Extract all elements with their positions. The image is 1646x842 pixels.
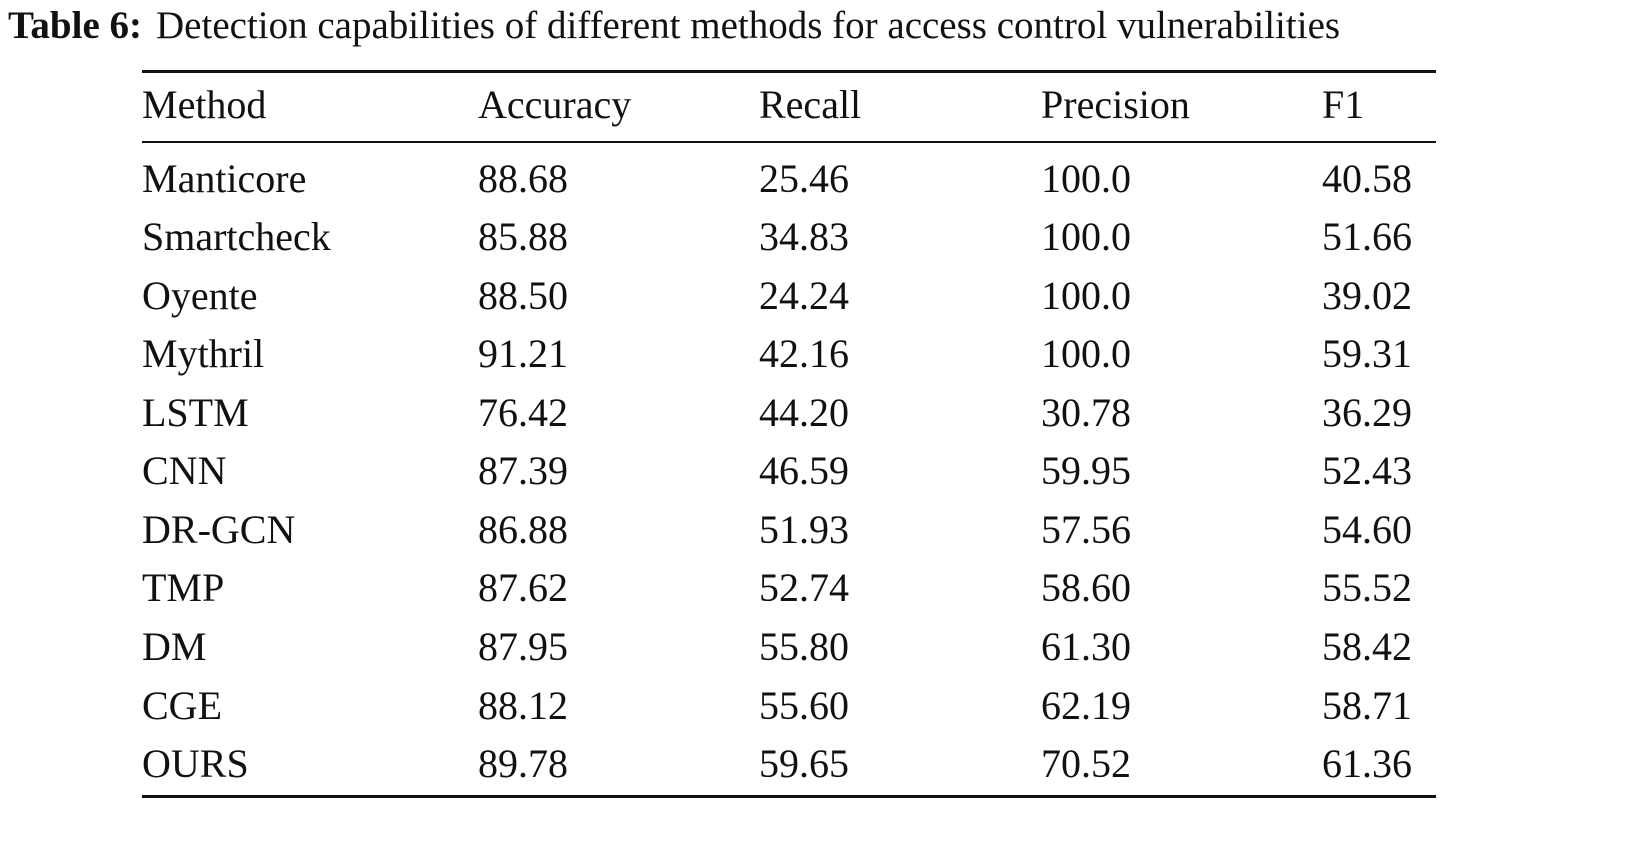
table-row: LSTM 76.42 44.20 30.78 36.29 <box>142 384 1436 442</box>
accuracy-cell: 87.95 <box>478 624 568 669</box>
accuracy-cell: 88.12 <box>478 683 568 728</box>
recall-cell: 25.46 <box>759 156 849 201</box>
table-bottom-rule <box>142 795 1436 798</box>
method-cell: CNN <box>142 448 227 493</box>
table-row: Manticore 88.68 25.46 100.0 40.58 <box>142 150 1436 208</box>
recall-cell: 46.59 <box>759 448 849 493</box>
precision-cell: 59.95 <box>1041 448 1131 493</box>
method-cell: Oyente <box>142 273 258 318</box>
table-header-rule <box>142 141 1436 143</box>
accuracy-cell: 89.78 <box>478 741 568 786</box>
method-cell: DM <box>142 624 207 669</box>
precision-cell: 100.0 <box>1041 273 1131 318</box>
precision-cell: 100.0 <box>1041 331 1131 376</box>
f1-cell: 58.71 <box>1322 683 1412 728</box>
recall-cell: 34.83 <box>759 214 849 259</box>
table-row: Smartcheck 85.88 34.83 100.0 51.66 <box>142 208 1436 266</box>
table-row: DR-GCN 86.88 51.93 57.56 54.60 <box>142 501 1436 559</box>
header-accuracy: Accuracy <box>478 82 632 127</box>
method-cell: Mythril <box>142 331 265 376</box>
f1-cell: 61.36 <box>1322 741 1412 786</box>
accuracy-cell: 88.50 <box>478 273 568 318</box>
precision-cell: 30.78 <box>1041 390 1131 435</box>
f1-cell: 40.58 <box>1322 156 1412 201</box>
accuracy-cell: 86.88 <box>478 507 568 552</box>
recall-cell: 55.80 <box>759 624 849 669</box>
recall-cell: 24.24 <box>759 273 849 318</box>
precision-cell: 61.30 <box>1041 624 1131 669</box>
f1-cell: 58.42 <box>1322 624 1412 669</box>
recall-cell: 51.93 <box>759 507 849 552</box>
accuracy-cell: 85.88 <box>478 214 568 259</box>
table-caption: Table 6: Detection capabilities of differ… <box>8 0 1340 52</box>
precision-cell: 58.60 <box>1041 565 1131 610</box>
precision-cell: 62.19 <box>1041 683 1131 728</box>
recall-cell: 42.16 <box>759 331 849 376</box>
recall-cell: 55.60 <box>759 683 849 728</box>
f1-cell: 52.43 <box>1322 448 1412 493</box>
header-recall: Recall <box>759 82 862 127</box>
recall-cell: 52.74 <box>759 565 849 610</box>
recall-cell: 59.65 <box>759 741 849 786</box>
method-cell: TMP <box>142 565 225 610</box>
table-row: OURS 89.78 59.65 70.52 61.36 <box>142 735 1436 793</box>
accuracy-cell: 87.62 <box>478 565 568 610</box>
header-f1: F1 <box>1322 82 1365 127</box>
method-cell: CGE <box>142 683 222 728</box>
table-row: CGE 88.12 55.60 62.19 58.71 <box>142 677 1436 735</box>
precision-cell: 57.56 <box>1041 507 1131 552</box>
method-cell: DR-GCN <box>142 507 296 552</box>
method-cell: OURS <box>142 741 249 786</box>
f1-cell: 51.66 <box>1322 214 1412 259</box>
method-cell: Smartcheck <box>142 214 331 259</box>
table-caption-text: Detection capabilities of different meth… <box>156 4 1341 47</box>
f1-cell: 54.60 <box>1322 507 1412 552</box>
table-row: Mythril 91.21 42.16 100.0 59.31 <box>142 325 1436 383</box>
precision-cell: 100.0 <box>1041 156 1131 201</box>
table-caption-label: Table 6: <box>8 4 143 47</box>
table-row: CNN 87.39 46.59 59.95 52.43 <box>142 442 1436 500</box>
accuracy-cell: 87.39 <box>478 448 568 493</box>
precision-cell: 70.52 <box>1041 741 1131 786</box>
table-row: TMP 87.62 52.74 58.60 55.52 <box>142 559 1436 617</box>
method-cell: Manticore <box>142 156 307 201</box>
f1-cell: 36.29 <box>1322 390 1412 435</box>
precision-cell: 100.0 <box>1041 214 1131 259</box>
f1-cell: 55.52 <box>1322 565 1412 610</box>
f1-cell: 39.02 <box>1322 273 1412 318</box>
method-cell: LSTM <box>142 390 249 435</box>
table-row: Oyente 88.50 24.24 100.0 39.02 <box>142 267 1436 325</box>
header-method: Method <box>142 82 267 127</box>
header-precision: Precision <box>1041 82 1190 127</box>
recall-cell: 44.20 <box>759 390 849 435</box>
f1-cell: 59.31 <box>1322 331 1412 376</box>
accuracy-cell: 91.21 <box>478 331 568 376</box>
accuracy-cell: 88.68 <box>478 156 568 201</box>
table-header-row: Method Accuracy Recall Precision F1 <box>142 76 1436 134</box>
table-top-rule <box>142 70 1436 73</box>
table-row: DM 87.95 55.80 61.30 58.42 <box>142 618 1436 676</box>
accuracy-cell: 76.42 <box>478 390 568 435</box>
